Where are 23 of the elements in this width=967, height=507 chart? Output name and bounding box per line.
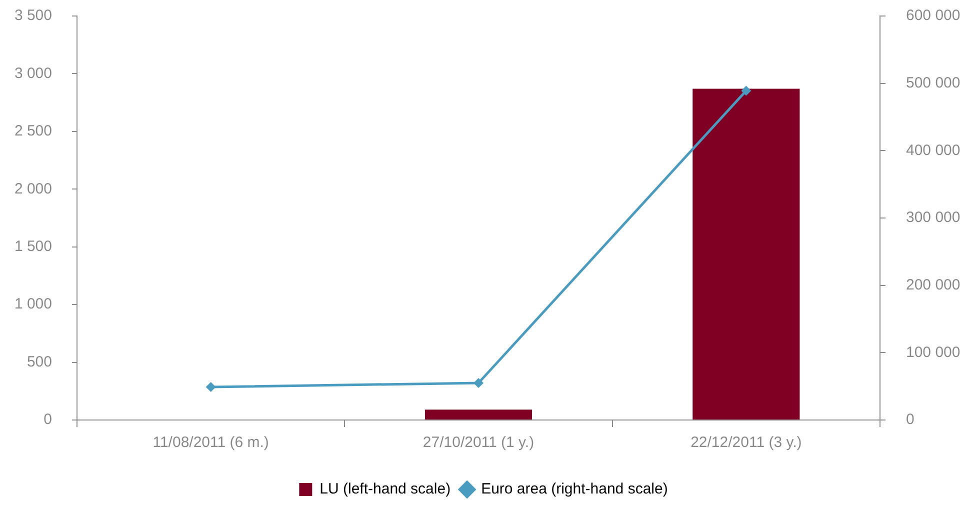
- x-tick-label: 27/10/2011 (1 y.): [422, 434, 534, 452]
- x-tick-label: 11/08/2011 (6 m.): [152, 434, 269, 452]
- y2-tick-label: 600 000: [906, 7, 960, 24]
- y2-tick-label: 400 000: [906, 142, 960, 159]
- y-tick-label: 500: [26, 353, 52, 370]
- point: [474, 378, 484, 388]
- y-tick-label: 1 000: [14, 296, 52, 313]
- legend-label: LU (left-hand scale): [320, 480, 451, 498]
- y2-tick-label: 200 000: [906, 276, 960, 294]
- y-tick-label: 3 500: [14, 7, 52, 24]
- y-tick-label: 3 000: [14, 64, 52, 82]
- y-tick-label: 2 500: [14, 122, 52, 140]
- point: [741, 86, 752, 96]
- legend-label: Euro area (right-hand scale): [481, 480, 668, 498]
- y2-tick-label: 300 000: [906, 209, 960, 226]
- x-tick-label: 22/12/2011 (3 y.): [690, 434, 802, 452]
- y2-tick-label: 500 000: [906, 74, 960, 92]
- y-tick-label: 2 000: [14, 180, 52, 198]
- y2-tick-label: 100 000: [906, 344, 960, 361]
- y-tick-label: 1 500: [14, 238, 52, 255]
- y-tick-label: 0: [44, 411, 52, 428]
- point: [206, 382, 216, 392]
- y2-tick-label: 0: [906, 411, 914, 428]
